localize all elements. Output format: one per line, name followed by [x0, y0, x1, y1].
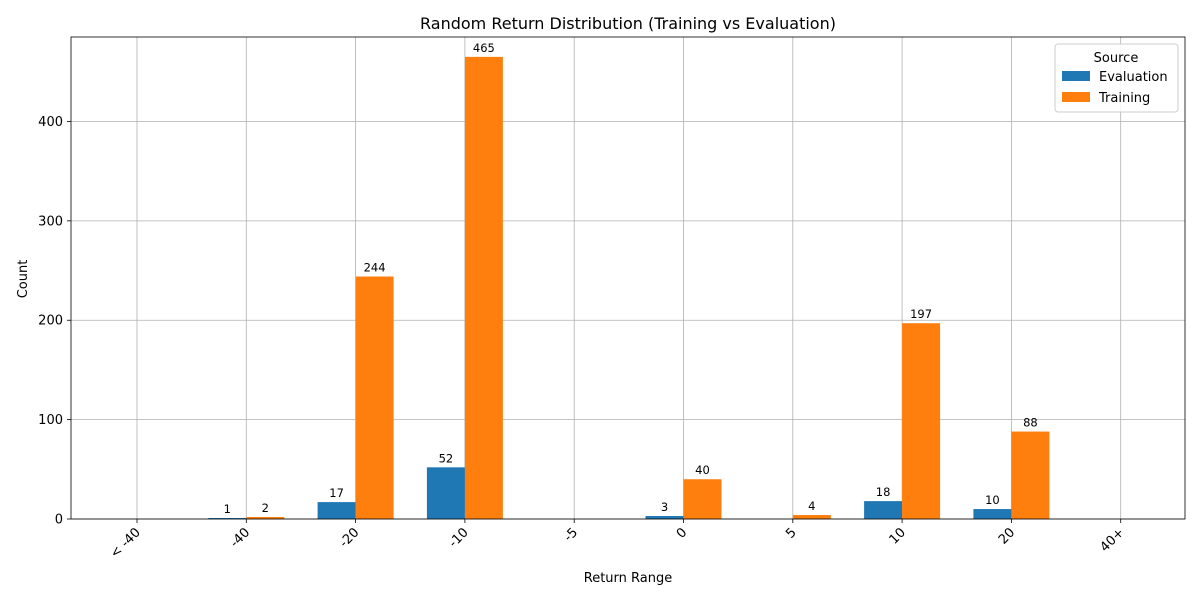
data-label-evaluation: 1	[224, 502, 231, 516]
axis-ticks: 0 100 200 300 400 < -40 -40 -20 -10 -5 0 5 10 20 40+	[38, 115, 1127, 561]
x-tick-label: 20	[996, 525, 1018, 547]
data-label-training: 88	[1023, 416, 1038, 430]
bar-training	[792, 515, 831, 519]
legend-title: Source	[1094, 51, 1139, 66]
bar-evaluation	[208, 518, 247, 519]
data-label-training: 2	[262, 501, 269, 515]
data-label-evaluation: 3	[661, 500, 668, 514]
data-label-evaluation: 10	[985, 493, 1000, 507]
bar-evaluation	[973, 509, 1012, 519]
bar-evaluation	[317, 502, 356, 519]
legend-entries: Evaluation Training	[1062, 70, 1168, 106]
data-label-evaluation: 17	[329, 486, 344, 500]
y-tick-label: 400	[38, 115, 63, 130]
chart-title: Random Return Distribution (Training vs …	[420, 14, 836, 33]
plot-frame	[70, 36, 1186, 520]
x-axis-title: Return Range	[584, 571, 672, 586]
x-tick-label: -20	[337, 525, 363, 551]
data-label-evaluation: 18	[876, 485, 891, 499]
bar-evaluation	[864, 501, 903, 519]
data-label-evaluation: 52	[439, 451, 454, 465]
bar-training	[902, 323, 941, 519]
legend-swatch-training	[1062, 92, 1090, 102]
bar-training	[246, 517, 285, 519]
legend-label-evaluation: Evaluation	[1099, 70, 1168, 85]
data-label-training: 4	[808, 499, 815, 513]
x-tick-label: < -40	[108, 525, 144, 561]
x-tick-label: 40+	[1098, 525, 1128, 555]
bar-training	[1011, 431, 1050, 519]
bar-training	[464, 56, 503, 520]
legend-label-training: Training	[1098, 91, 1150, 106]
bars	[208, 56, 1050, 520]
data-label-training: 197	[910, 307, 932, 321]
x-tick-label: -5	[561, 525, 581, 545]
legend-swatch-evaluation	[1062, 71, 1090, 81]
bar-evaluation	[426, 467, 465, 519]
bar-training	[683, 479, 722, 519]
data-label-training: 465	[473, 41, 495, 55]
bar-training	[355, 276, 394, 519]
y-tick-label: 300	[38, 214, 63, 229]
data-label-training: 244	[364, 261, 386, 275]
y-axis-title: Count	[16, 260, 31, 299]
x-tick-label: 10	[887, 525, 909, 547]
y-tick-label: 0	[55, 513, 63, 528]
data-label-training: 40	[695, 463, 710, 477]
y-tick-label: 200	[38, 314, 63, 329]
plot-border	[70, 36, 1186, 520]
y-tick-label: 100	[38, 413, 63, 428]
data-labels: 1 17 52 3 18 10 2 244 465 40 4 197 88	[224, 41, 1038, 516]
x-tick-label: -40	[228, 525, 254, 551]
legend: Source Evaluation Training	[1054, 43, 1179, 113]
x-tick-label: -10	[446, 525, 472, 551]
bar-evaluation	[645, 516, 684, 519]
x-tick-label: 5	[783, 525, 799, 541]
x-tick-label: 0	[674, 525, 690, 541]
